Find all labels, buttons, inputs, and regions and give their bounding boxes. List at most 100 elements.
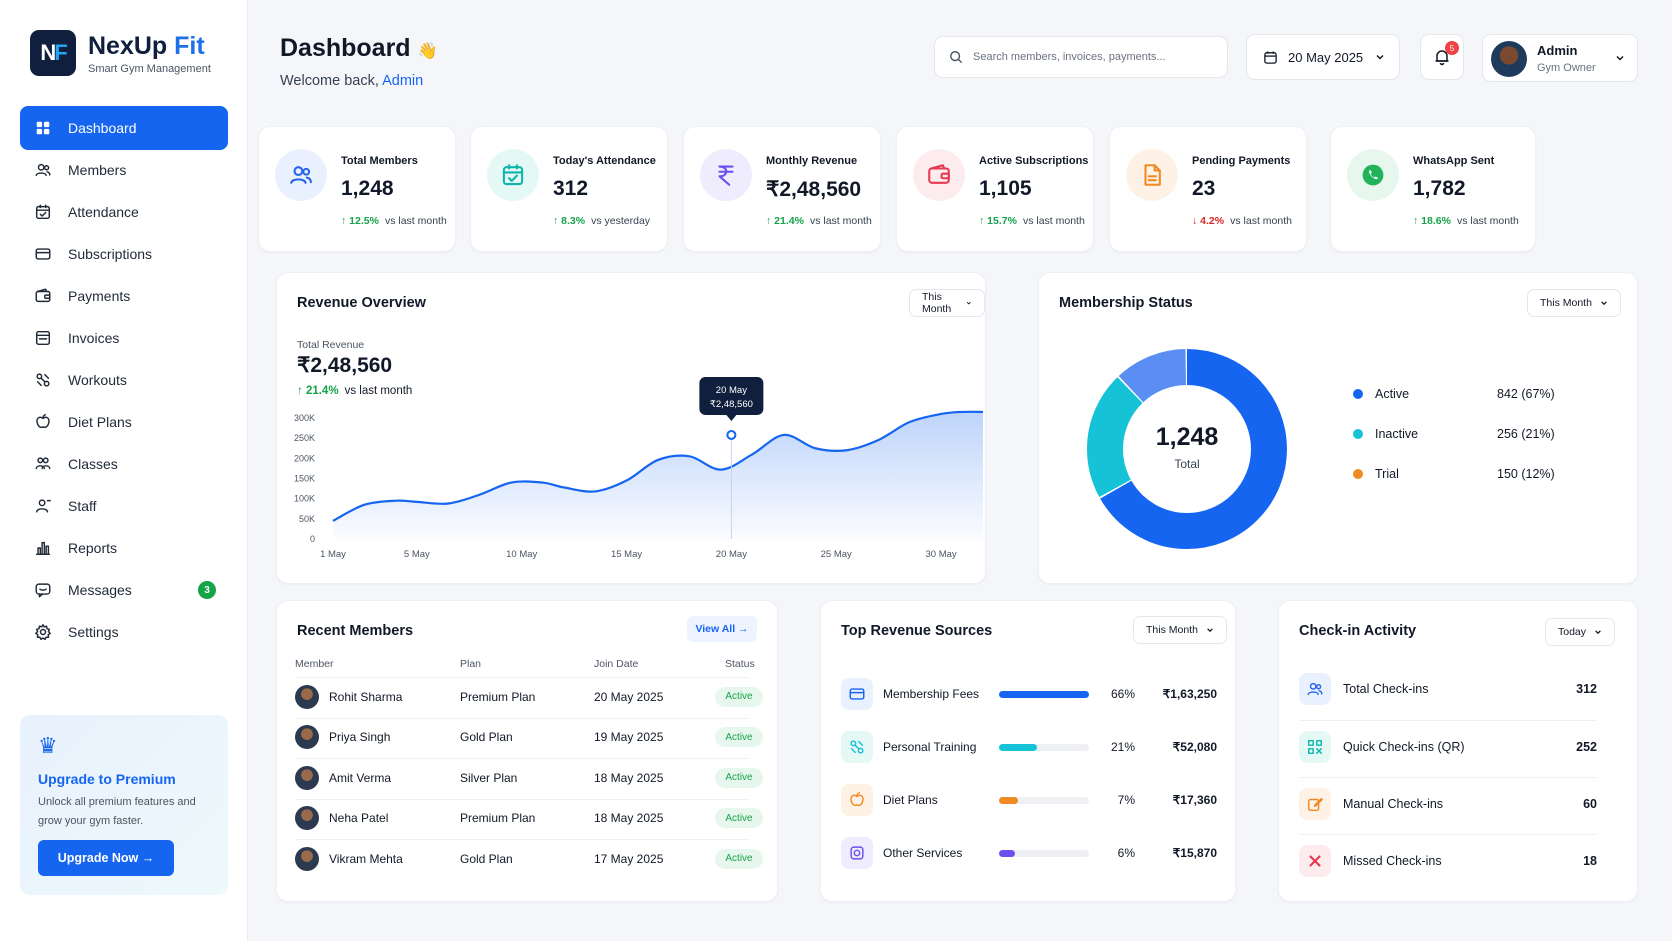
stat-card-pending-payments[interactable]: Pending Payments 23 ↓ 4.2% vs last month (1109, 126, 1307, 252)
sidebar-item-payments[interactable]: Payments (20, 274, 228, 318)
source-bar-fill (999, 796, 1018, 804)
stat-value: ₹2,48,560 (766, 178, 862, 201)
stat-card-monthly-revenue[interactable]: Monthly Revenue ₹2,48,560 ↑ 21.4% vs last… (683, 126, 881, 252)
stat-label: WhatsApp Sent (1413, 155, 1495, 167)
table-row[interactable]: Neha Patel Premium Plan 18 May 2025 Acti… (295, 798, 763, 837)
sidebar-item-settings[interactable]: Settings (20, 610, 228, 654)
apple-icon (36, 414, 50, 429)
x-tick-label: 15 May (611, 549, 642, 560)
chart-tooltip (699, 376, 764, 415)
sidebar-item-attendance[interactable]: Attendance (20, 190, 228, 234)
checkin-filter-dropdown[interactable]: Today (1545, 618, 1616, 646)
grid-icon (36, 121, 50, 135)
wallet-icon-badge (913, 149, 965, 201)
rupee-icon-badge (700, 149, 752, 201)
col-member: Member (295, 658, 334, 670)
stat-value: 23 (1192, 177, 1216, 200)
box-icon-badge (841, 837, 873, 869)
date-picker[interactable]: 20 May 2025 (1246, 34, 1400, 80)
revenue-change: ↑ 21.4% vs last month (297, 385, 413, 397)
table-row[interactable]: Vikram Mehta Gold Plan 17 May 2025 Activ… (295, 839, 763, 877)
view-all-button[interactable]: View All → (687, 616, 757, 642)
sidebar-item-label: Classes (68, 456, 118, 472)
sidebar-item-staff[interactable]: Staff (20, 484, 228, 528)
y-tick-label: 250K (294, 433, 315, 443)
checkin-label: Quick Check-ins (QR) (1343, 739, 1465, 754)
top-revenue-sources-card: Top Revenue Sources This Month Membershi… (820, 600, 1236, 902)
sidebar-item-reports[interactable]: Reports (20, 526, 228, 570)
x-tick-label: 5 May (404, 549, 430, 560)
invoice-icon (35, 330, 51, 346)
sidebar-item-label: Subscriptions (68, 246, 153, 262)
notifications-button[interactable]: 5 (1420, 34, 1464, 80)
revenue-chart: 0 50K 100K 150K 200K 250K 300K 1 May 5 May 10 May… (294, 376, 984, 560)
profile-menu[interactable]: Admin Gym Owner (1482, 34, 1638, 82)
sidebar-item-members[interactable]: Members (20, 148, 228, 192)
sources-filter-dropdown[interactable]: This Month (1133, 616, 1227, 644)
table-row[interactable]: Priya Singh Gold Plan 19 May 2025 Active (295, 717, 763, 756)
source-label: Membership Fees (883, 687, 980, 701)
source-percent: 7% (1117, 793, 1135, 807)
close-icon (1309, 854, 1321, 867)
sidebar-item-classes[interactable]: Classes (20, 442, 228, 486)
total-revenue-label: Total Revenue (297, 339, 365, 351)
sidebar-item-label: Reports (68, 540, 118, 556)
checkin-row-manual-check-ins: Manual Check-ins 60 (1299, 777, 1597, 829)
stat-change: ↑ 15.7% vs last month (979, 215, 1085, 227)
chevron-down-icon (1376, 54, 1384, 60)
sidebar-item-diet-plans[interactable]: Diet Plans (20, 400, 228, 444)
donut-segment-active[interactable] (1087, 349, 1287, 549)
search-placeholder: Search members, invoices, payments... (973, 51, 1166, 63)
source-bar (999, 743, 1089, 751)
source-amount: ₹15,870 (1172, 846, 1217, 860)
tooltip-pointer (726, 414, 737, 421)
sidebar-item-subscriptions[interactable]: Subscriptions (20, 232, 228, 276)
membership-filter-dropdown[interactable]: This Month (1527, 289, 1621, 317)
card-icon-badge (841, 678, 873, 710)
table-row[interactable]: Rohit Sharma Premium Plan 20 May 2025 Ac… (295, 677, 763, 715)
stat-card-active-subscriptions[interactable]: Active Subscriptions 1,105 ↑ 15.7% vs las… (896, 126, 1094, 252)
y-tick-label: 0 (310, 534, 315, 544)
date-value: 20 May 2025 (1288, 49, 1364, 65)
sidebar-item-label: Payments (68, 288, 131, 304)
search-input[interactable]: Search members, invoices, payments... (934, 36, 1228, 78)
donut-total: 1,248 (1155, 423, 1219, 451)
y-tick-label: 300K (294, 413, 315, 423)
stat-card-total-members[interactable]: Total Members 1,248 ↑ 12.5% vs last month (258, 126, 456, 252)
users-icon (35, 163, 51, 177)
users-icon-badge (1299, 673, 1331, 705)
status-badge: Active (715, 848, 763, 869)
upgrade-title: Upgrade to Premium (38, 771, 176, 787)
chevron-down-icon (1601, 301, 1607, 306)
recent-members-title: Recent Members (297, 623, 414, 639)
sidebar-item-dashboard[interactable]: Dashboard (20, 106, 228, 150)
chevron-down-icon (1595, 630, 1601, 635)
file-icon-badge (1126, 149, 1178, 201)
status-badge: Active (715, 808, 763, 828)
donut-segment-inactive[interactable] (1087, 349, 1287, 549)
sidebar-item-workouts[interactable]: Workouts (20, 358, 228, 402)
stat-card-whatsapp-sent[interactable]: WhatsApp Sent 1,782 ↑ 18.6% vs last month (1330, 126, 1536, 252)
upgrade-button[interactable]: Upgrade Now → (38, 840, 174, 876)
x-tick-label: 25 May (821, 549, 852, 560)
tooltip-value: ₹2,48,560 (710, 399, 753, 410)
whatsapp-icon (1362, 164, 1384, 186)
revenue-filter-dropdown[interactable]: This Month (909, 289, 985, 317)
messages-badge: 3 (198, 581, 216, 599)
avatar (295, 806, 319, 830)
group-icon (35, 457, 51, 470)
legend-value: 256 (21%) (1497, 427, 1555, 441)
member-plan: Premium Plan (460, 811, 536, 825)
sidebar-item-invoices[interactable]: Invoices (20, 316, 228, 360)
checkin-label: Missed Check-ins (1343, 853, 1442, 868)
member-name: Amit Verma (329, 770, 392, 785)
sidebar-item-messages[interactable]: Messages 3 (20, 568, 228, 612)
table-row[interactable]: Amit Verma Silver Plan 18 May 2025 Activ… (295, 758, 763, 796)
x-tick-label: 10 May (506, 549, 537, 560)
stat-card-today-s-attendance[interactable]: Today's Attendance 312 ↑ 8.3% vs yesterda… (470, 126, 668, 252)
file-icon (1144, 164, 1161, 186)
source-bar-fill (999, 849, 1016, 857)
legend-dot (1353, 469, 1363, 479)
legend-label: Active (1375, 387, 1410, 401)
